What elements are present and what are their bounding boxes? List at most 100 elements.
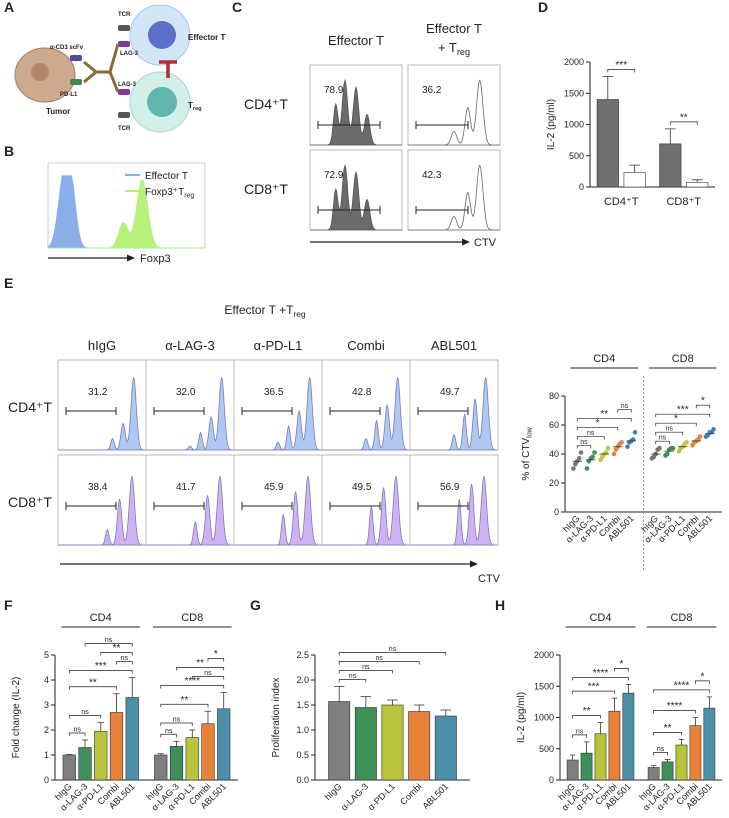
gate-value: 45.9 — [264, 482, 284, 493]
sig-bracket — [68, 686, 117, 690]
gate-value: 36.2 — [422, 85, 442, 96]
diagram-label: TCR — [118, 12, 131, 18]
gate — [153, 502, 205, 510]
sig-bracket — [160, 722, 193, 726]
dot — [619, 440, 624, 445]
bar — [217, 708, 231, 781]
column-header-main: + T — [438, 40, 457, 55]
dot — [657, 445, 662, 451]
bar — [580, 752, 593, 781]
panel-label: C — [232, 0, 242, 15]
sig-label: ns — [173, 717, 181, 724]
sig-bracket — [572, 734, 587, 738]
y-tick-label: 1500 — [534, 681, 554, 691]
gate — [65, 502, 117, 510]
sig-bracket — [655, 422, 697, 427]
gate — [329, 407, 381, 415]
sig-bracket — [653, 689, 710, 693]
sig-label: *** — [615, 60, 627, 71]
sig-label: ** — [600, 409, 608, 420]
y-tick-label: 1 — [44, 750, 49, 760]
sig-label: ns — [576, 728, 584, 735]
sig-label: * — [674, 414, 678, 425]
flow-histogram — [58, 377, 146, 451]
x-tick-label: hIgG — [323, 781, 344, 802]
sig-bracket — [655, 431, 684, 436]
gate-value: 36.5 — [264, 387, 284, 398]
sig-label: *** — [95, 661, 107, 672]
receptor — [70, 55, 82, 61]
sig-label: ns — [105, 637, 113, 644]
bar — [94, 730, 108, 781]
panel-title-main: Effector T +T — [224, 303, 294, 317]
sig-bracket — [695, 680, 710, 684]
y-tick-label: 0.5 — [296, 750, 309, 760]
bar — [675, 744, 688, 781]
sig-label: * — [700, 671, 704, 682]
y-axis-label: IL-2 (pg/ml) — [546, 99, 557, 150]
error-bar — [333, 686, 345, 702]
y-tick-label: 1000 — [564, 120, 584, 130]
bar — [623, 172, 646, 188]
sig-label: **** — [593, 668, 609, 679]
sig-bracket — [338, 661, 420, 665]
flow-histogram — [234, 377, 322, 451]
arrow-head — [470, 560, 478, 568]
sig-bracket — [176, 667, 225, 671]
bar — [622, 692, 635, 781]
row-label: CD4⁺T — [244, 96, 288, 112]
dot — [578, 450, 584, 455]
y-tick-label: 80 — [549, 391, 559, 401]
group-label: CD8⁺T — [666, 196, 701, 208]
y-tick-label: 0 — [44, 775, 49, 785]
sig-label: ** — [113, 643, 121, 654]
diagram-label: LAG-3 — [118, 82, 137, 88]
legend-label-main: Foxp3⁺T — [145, 187, 184, 198]
flow-histogram — [410, 377, 498, 451]
sig-bracket — [100, 652, 133, 656]
dot — [697, 434, 703, 439]
group-label: CD8 — [670, 612, 692, 624]
sig-bracket — [572, 715, 601, 719]
sig-label: ns — [81, 709, 89, 716]
row-label: CD8⁺T — [244, 181, 288, 197]
sig-bracket — [576, 445, 592, 449]
gate — [417, 407, 469, 415]
panel-label: D — [538, 0, 548, 15]
bar — [594, 733, 607, 781]
gate — [317, 206, 381, 214]
sig-label: **** — [667, 701, 683, 712]
dot — [571, 466, 576, 471]
sig-bracket — [338, 652, 447, 656]
error-bar — [583, 741, 590, 754]
column-header: + Treg — [438, 40, 470, 57]
tumor-nucleus — [31, 63, 49, 81]
bar — [354, 707, 377, 781]
sig-bracket — [614, 668, 629, 672]
diagram-label-main: T — [188, 101, 193, 110]
diagram-label: PD-L1 — [60, 92, 78, 98]
group-label: CD4 — [589, 612, 611, 624]
error-bar — [113, 693, 120, 713]
sig-label: *** — [588, 682, 600, 693]
sig-bracket — [68, 732, 86, 736]
receptor — [70, 79, 82, 85]
error-bar — [81, 739, 89, 748]
gate-value: 31.2 — [88, 387, 108, 398]
treg-nucleus — [147, 87, 177, 117]
sig-label: ** — [180, 695, 188, 706]
sig-label: **** — [674, 680, 690, 691]
y-tick-label: 500 — [539, 744, 554, 754]
y-tick-label: 1000 — [534, 713, 554, 723]
sig-bracket — [695, 404, 711, 409]
sig-label: ns — [362, 664, 370, 671]
legend-label-sub: reg — [184, 192, 194, 199]
sig-label: ns — [666, 426, 674, 433]
diagram-label: LAG-3 — [120, 51, 139, 57]
error-bar — [650, 765, 657, 768]
panel-label: H — [495, 597, 505, 613]
panel-label: B — [4, 143, 14, 159]
sig-label: * — [596, 418, 600, 429]
sig-label: ns — [165, 728, 173, 735]
bar — [381, 704, 404, 781]
